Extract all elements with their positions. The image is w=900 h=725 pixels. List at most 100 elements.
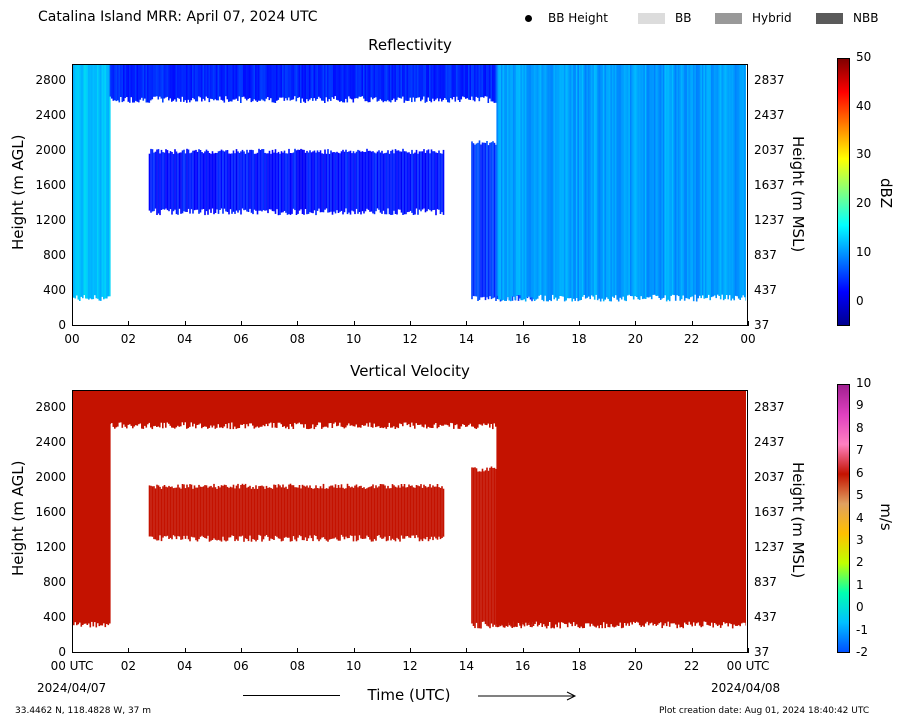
bb-height-marker: [525, 14, 532, 22]
x-tick-label: 10: [346, 659, 362, 673]
y-tick-label: 800: [43, 248, 66, 263]
vertical-velocity-y-axis-label-right: Height (m MSL): [789, 462, 807, 579]
x-tick-label: 06: [233, 659, 249, 673]
y-tick-label: 2000: [35, 469, 66, 484]
colorbar-tick-label: 0: [856, 600, 864, 615]
x-tick-mark: [522, 648, 524, 653]
echo-region: [496, 65, 746, 302]
legend-label: BB: [675, 11, 692, 25]
x-tick-label: 00: [740, 332, 756, 346]
x-tick-mark: [353, 321, 355, 326]
colorbar-tick-label: 8: [856, 420, 864, 435]
legend-item-nbb: NBB: [816, 11, 878, 25]
x-tick-mark: [72, 321, 73, 326]
x-tick-label: 02: [120, 332, 136, 346]
colorbar-tick-label: 10: [856, 376, 872, 390]
legend-label: BB Height: [548, 11, 608, 25]
velocity-colorbar-label: m/s: [877, 503, 895, 531]
y-tick-label: 0: [58, 318, 66, 332]
echo-region: [496, 391, 746, 629]
vertical-velocity-plot: [72, 390, 748, 653]
colorbar-tick-label: 9: [856, 398, 864, 413]
time-arrow-right: [478, 691, 577, 701]
colorbar-tick-label: 30: [856, 147, 872, 162]
x-tick-label: 20: [627, 332, 643, 346]
y-tick-label-right: 2437: [754, 108, 785, 123]
x-tick-mark: [184, 321, 186, 326]
x-tick-label: 10: [346, 332, 362, 346]
x-tick-label: 00: [64, 332, 80, 346]
x-tick-label: 16: [515, 659, 531, 673]
y-tick-label-right: 1637: [754, 504, 785, 519]
x-tick-label: 00 UTC: [50, 659, 94, 673]
x-tick-mark: [579, 648, 580, 653]
legend-item-bb: BB: [638, 11, 691, 25]
x-tick-mark: [522, 321, 524, 326]
x-tick-label: 20: [627, 659, 643, 673]
echo-region: [109, 65, 497, 103]
y-tick-label-right: 37: [754, 645, 770, 659]
echo-region: [148, 483, 445, 542]
legend-item-hybrid: Hybrid: [715, 11, 792, 25]
legend-label: Hybrid: [752, 11, 792, 25]
x-tick-label: 18: [571, 332, 587, 346]
vertical-velocity-title: Vertical Velocity: [350, 362, 470, 380]
x-tick-mark: [72, 648, 73, 653]
y-tick-label: 400: [43, 609, 66, 624]
x-tick-label: 00 UTC: [726, 659, 770, 673]
x-tick-label: 14: [458, 332, 474, 346]
echo-region: [148, 148, 445, 216]
x-tick-label: 04: [177, 659, 193, 673]
x-tick-mark: [691, 648, 693, 653]
y-tick-label-right: 2837: [754, 73, 785, 88]
y-tick-label: 1200: [35, 213, 66, 228]
x-tick-mark: [184, 648, 186, 653]
x-axis-label: Time (UTC): [367, 686, 451, 704]
y-tick-label-right: 437: [754, 609, 777, 624]
x-tick-label: 04: [177, 332, 193, 346]
y-tick-label: 2400: [35, 108, 66, 123]
colorbar-tick-label: 3: [856, 532, 864, 547]
y-tick-label-right: 37: [754, 318, 770, 332]
x-tick-label: 06: [233, 332, 249, 346]
x-tick-mark: [635, 648, 637, 653]
chart-title: Catalina Island MRR: April 07, 2024 UTC: [38, 9, 318, 25]
colorbar-tick-label: 6: [856, 465, 864, 480]
x-tick-mark: [128, 321, 130, 326]
station-location: 33.4462 N, 118.4828 W, 37 m: [15, 706, 152, 716]
colorbar-tick-label: 0: [856, 293, 864, 308]
x-tick-label: 22: [684, 659, 700, 673]
x-tick-mark: [466, 321, 468, 326]
y-tick-label: 2800: [35, 399, 66, 414]
y-tick-label: 1600: [35, 504, 66, 519]
y-tick-label: 400: [43, 283, 66, 298]
y-tick-label-right: 2437: [754, 434, 785, 449]
colorbar-tick-label: -2: [856, 645, 868, 659]
x-tick-mark: [128, 648, 130, 653]
x-tick-label: 08: [289, 332, 305, 346]
x-tick-label: 12: [402, 659, 418, 673]
y-tick-label-right: 837: [754, 248, 777, 263]
colorbar-tick-label: 10: [856, 244, 872, 259]
y-tick-label: 1200: [35, 539, 66, 554]
y-tick-label: 0: [58, 645, 66, 659]
y-tick-label: 1600: [35, 178, 66, 193]
x-tick-mark: [748, 321, 749, 326]
x-tick-label: 22: [684, 332, 700, 346]
y-tick-label: 2800: [35, 73, 66, 88]
x-tick-label: 18: [571, 659, 587, 673]
plot-creation-date: Plot creation date: Aug 01, 2024 18:40:4…: [659, 706, 870, 716]
dbz-colorbar: [837, 58, 850, 326]
reflectivity-title: Reflectivity: [368, 36, 452, 54]
x-tick-mark: [353, 648, 355, 653]
x-tick-mark: [748, 648, 749, 653]
x-tick-mark: [410, 321, 411, 326]
echo-region: [109, 391, 497, 430]
y-tick-label: 2400: [35, 434, 66, 449]
x-tick-mark: [579, 321, 580, 326]
x-tick-mark: [466, 648, 468, 653]
hybrid-swatch: [715, 12, 742, 24]
y-tick-label-right: 2037: [754, 469, 785, 484]
x-tick-label: 14: [458, 659, 474, 673]
y-tick-label-right: 2837: [754, 399, 785, 414]
